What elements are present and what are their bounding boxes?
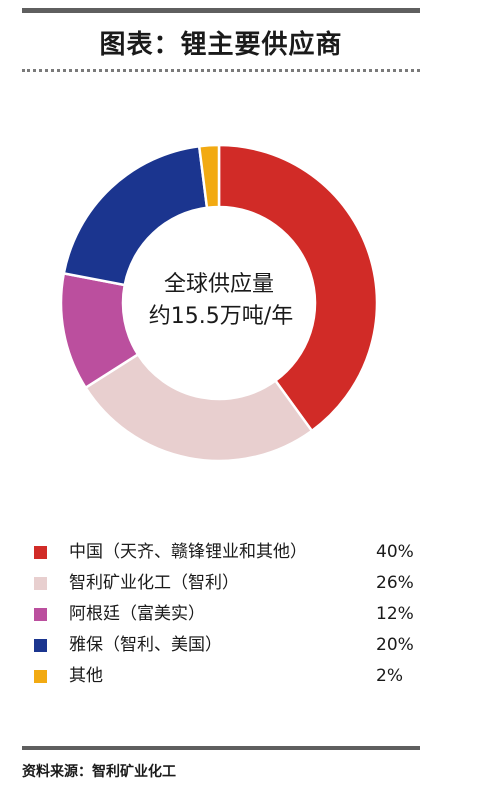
- legend-value: 20%: [376, 635, 414, 655]
- legend-label: 其他: [69, 666, 103, 686]
- source-note: 资料来源：智利矿业化工: [22, 764, 176, 780]
- chart-title: 图表：锂主要供应商: [99, 30, 343, 60]
- legend-label: 中国（天齐、赣锋锂业和其他）: [69, 542, 307, 562]
- legend-value: 2%: [376, 666, 403, 686]
- legend-swatch: [34, 546, 47, 559]
- donut-slice: [62, 144, 209, 287]
- legend-swatch: [34, 670, 47, 683]
- legend-value: 12%: [376, 604, 414, 624]
- legend-item: 雅保（智利、美国） 20%: [34, 630, 424, 661]
- legend-label: 智利矿业化工（智利）: [69, 573, 239, 593]
- legend-swatch: [34, 608, 47, 621]
- center-label-line-2: 约15.5万吨/年: [149, 304, 293, 329]
- donut-slice: [83, 352, 314, 463]
- donut-slices: [59, 143, 379, 463]
- donut-chart: 全球供应量 约15.5万吨/年: [59, 143, 379, 463]
- top-rule: [22, 8, 420, 13]
- legend-item: 其他 2%: [34, 661, 424, 692]
- dotted-divider: [22, 69, 420, 72]
- legend: 中国（天齐、赣锋锂业和其他） 40% 智利矿业化工（智利） 26% 阿根廷（富美…: [34, 537, 424, 692]
- legend-item: 智利矿业化工（智利） 26%: [34, 568, 424, 599]
- legend-value: 40%: [376, 542, 414, 562]
- legend-item: 中国（天齐、赣锋锂业和其他） 40%: [34, 537, 424, 568]
- legend-value: 26%: [376, 573, 414, 593]
- legend-swatch: [34, 639, 47, 652]
- legend-label: 雅保（智利、美国）: [69, 635, 222, 655]
- legend-swatch: [34, 577, 47, 590]
- legend-label: 阿根廷（富美实）: [69, 604, 205, 624]
- bottom-rule: [22, 746, 420, 750]
- center-label-line-1: 全球供应量: [164, 272, 274, 297]
- donut-slice: [217, 143, 379, 433]
- donut-slice: [197, 143, 221, 210]
- legend-item: 阿根廷（富美实） 12%: [34, 599, 424, 630]
